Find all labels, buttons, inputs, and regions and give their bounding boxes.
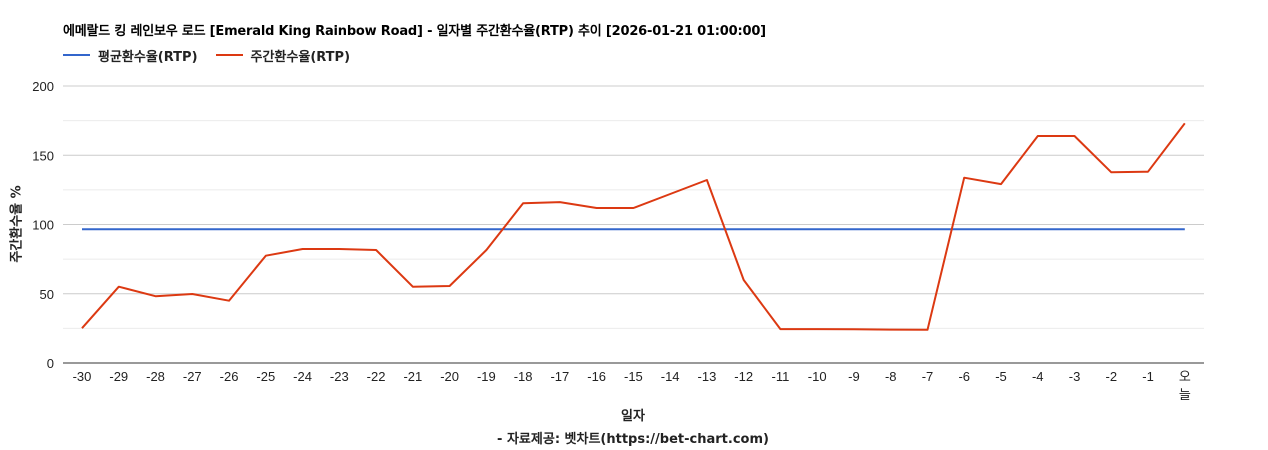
x-axis-ticks: -30 -29 -28 -27 -26 -25 -24 -23 -22 -21 -20 -19 -18 -… xyxy=(73,369,1191,403)
x-tick-label: -30 xyxy=(73,369,92,384)
x-tick-label: -9 xyxy=(848,369,860,384)
x-tick-label: -6 xyxy=(958,369,970,384)
series-lines xyxy=(81,122,1186,331)
x-tick-label: -28 xyxy=(146,369,165,384)
x-tick-label: -7 xyxy=(922,369,934,384)
x-tick-label: -27 xyxy=(183,369,202,384)
x-tick-label: -22 xyxy=(367,369,386,384)
legend-label-average: 평균환수율(RTP) xyxy=(98,49,198,65)
x-tick-label: -15 xyxy=(624,369,643,384)
x-tick-label: -20 xyxy=(440,369,459,384)
chart-legend: 평균환수율(RTP) 주간환수율(RTP) xyxy=(63,45,368,65)
y-tick-label: 200 xyxy=(32,79,54,94)
chart-title: 에메랄드 킹 레인보우 로드 [Emerald King Rainbow Roa… xyxy=(63,24,766,39)
x-tick-label: -21 xyxy=(403,369,422,384)
x-tick-label: -11 xyxy=(772,369,790,384)
gridlines xyxy=(63,85,1204,364)
x-tick-label: -25 xyxy=(256,369,275,384)
x-tick-label: -26 xyxy=(220,369,239,384)
x-tick-label: -29 xyxy=(109,369,128,384)
x-tick-label: 오 xyxy=(1179,370,1191,385)
x-tick-label: 늘 xyxy=(1179,388,1191,403)
weekly-rtp-line[interactable] xyxy=(81,122,1186,331)
legend-item-weekly[interactable]: 주간환수율(RTP) xyxy=(215,46,351,65)
x-tick-label: -19 xyxy=(477,369,496,384)
y-tick-label: 50 xyxy=(40,287,54,302)
legend-swatch-average xyxy=(63,54,90,56)
legend-label-weekly: 주간환수율(RTP) xyxy=(250,49,351,65)
x-axis-label: 일자 xyxy=(621,409,645,424)
x-tick-label: -24 xyxy=(293,369,312,384)
y-axis-label: 주간환수율 % xyxy=(9,185,25,263)
x-tick-label: -14 xyxy=(661,369,680,384)
x-tick-label: -3 xyxy=(1069,369,1081,384)
x-tick-label: -8 xyxy=(885,369,897,384)
y-tick-label: 100 xyxy=(32,218,54,233)
x-tick-label: -12 xyxy=(734,369,753,384)
x-tick-label: -10 xyxy=(808,369,827,384)
y-tick-label: 150 xyxy=(32,148,54,163)
x-tick-label: -13 xyxy=(698,369,717,384)
y-tick-label: 0 xyxy=(47,356,54,371)
x-tick-label: -1 xyxy=(1142,369,1154,384)
legend-swatch-weekly xyxy=(215,54,243,56)
x-tick-label: -18 xyxy=(514,369,533,384)
x-tick-label: -23 xyxy=(330,369,349,384)
x-tick-label: -2 xyxy=(1105,369,1117,384)
y-axis-ticks: 0 50 100 150 200 xyxy=(32,79,54,371)
x-tick-label: -17 xyxy=(550,369,569,384)
source-credit: - 자료제공: 벳차트(https://bet-chart.com) xyxy=(497,432,769,447)
x-tick-label: -5 xyxy=(995,369,1007,384)
legend-item-average[interactable]: 평균환수율(RTP) xyxy=(63,46,198,65)
x-tick-label: -4 xyxy=(1032,369,1044,384)
x-tick-label: -16 xyxy=(587,369,606,384)
